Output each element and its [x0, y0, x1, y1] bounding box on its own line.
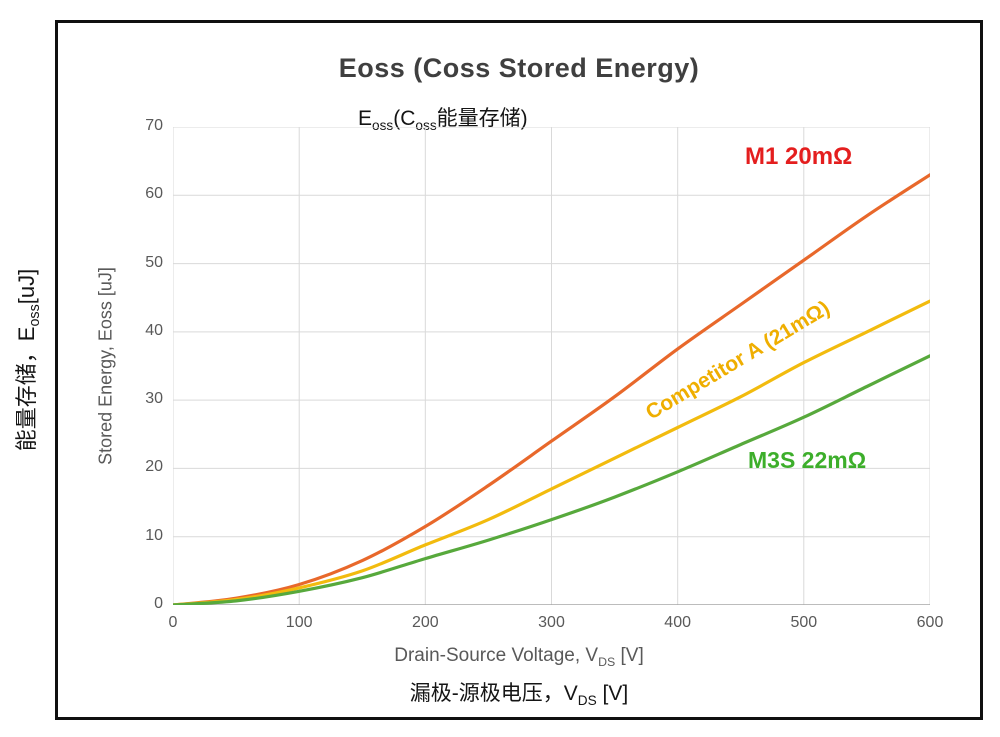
- series-label-m3s: M3S 22mΩ: [748, 447, 867, 473]
- x-tick-label: 200: [411, 614, 439, 631]
- y-tick-label: 70: [145, 117, 163, 134]
- y-tick-label: 10: [145, 526, 163, 544]
- subtitle-part: (C: [393, 107, 416, 130]
- y-tick-label: 20: [145, 458, 163, 476]
- x-tick-label: 0: [168, 614, 178, 631]
- x-axis-label: Drain-Source Voltage, VDS [V]: [58, 645, 980, 669]
- y-axis-label: Stored Energy, Eoss [uJ]: [95, 267, 116, 465]
- plot-svg: [173, 127, 930, 605]
- x-axis-label-text: Drain-Source Voltage, V: [394, 645, 599, 666]
- x-axis-label-cn-subscript: DS: [577, 693, 597, 709]
- x-axis-label-unit: [V]: [615, 645, 644, 666]
- y-axis-label-cn-text: 能量存储，E: [13, 326, 39, 452]
- subtitle-subscript: oss: [372, 118, 394, 134]
- chart-frame: Eoss (Coss Stored Energy) Eoss(Coss能量存储)…: [55, 20, 983, 720]
- y-tick-label: 40: [145, 321, 163, 339]
- series-label-m1: M1 20mΩ: [745, 143, 853, 170]
- subtitle-subscript: oss: [415, 118, 437, 134]
- y-tick-label: 30: [145, 390, 163, 408]
- y-axis-label-cn-unit: [uJ]: [13, 268, 39, 305]
- x-axis-label-cn-text: 漏极-源极电压，V: [409, 682, 578, 705]
- y-tick-label: 60: [145, 185, 163, 203]
- chart-title: Eoss (Coss Stored Energy): [338, 53, 700, 83]
- y-tick-label: 50: [145, 253, 163, 271]
- x-tick-label: 300: [538, 614, 565, 631]
- x-tick-label: 100: [285, 614, 313, 631]
- y-axis-label-cn-subscript: oss: [27, 304, 44, 327]
- x-tick-label: 600: [916, 614, 944, 631]
- plot-area: 0 10 20 30 40 50 60 70 0 100 200 300 400 500 600: [145, 117, 943, 631]
- x-tick-label: 400: [664, 614, 691, 631]
- x-axis-label-chinese: 漏极-源极电压，VDS [V]: [58, 677, 980, 708]
- x-axis-label-subscript: DS: [598, 654, 616, 669]
- subtitle-part: 能量存储): [436, 107, 528, 130]
- y-tick-label: 0: [154, 595, 163, 612]
- y-axis-label-chinese: 能量存储，Eoss[uJ]: [9, 269, 43, 451]
- chart-subtitle: Eoss(Coss能量存储): [358, 102, 528, 133]
- x-tick-label: 500: [790, 614, 818, 631]
- subtitle-part: E: [358, 107, 373, 130]
- x-axis-label-cn-unit: [V]: [596, 682, 629, 705]
